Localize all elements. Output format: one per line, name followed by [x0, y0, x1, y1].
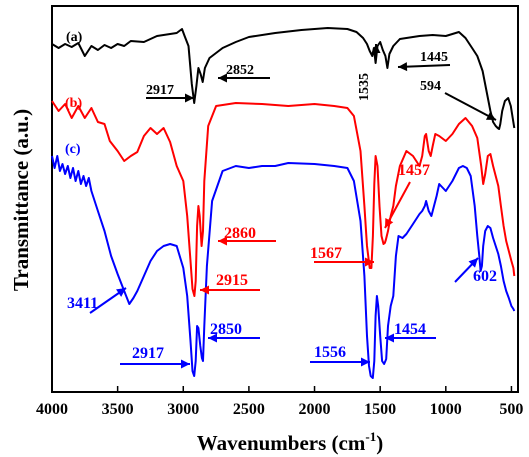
x-tick-label: 2000	[299, 401, 331, 418]
peak-label-a-1535: 1535	[357, 73, 372, 101]
series-line-a	[51, 27, 516, 130]
x-axis-label: Wavenumbers (cm-1)	[197, 429, 383, 455]
annotation-arrow-head	[485, 111, 496, 120]
annotation-arrows	[89, 44, 497, 369]
y-axis-label: Transmittance (a.u.)	[9, 109, 33, 291]
annotation-arrow-head	[218, 236, 227, 246]
peak-label-a-2852: 2852	[226, 63, 254, 78]
series-label-c: (c)	[65, 142, 81, 157]
x-tick-label: 1500	[364, 401, 396, 418]
series-label-a: (a)	[66, 30, 83, 45]
peak-label-c-1556: 1556	[314, 344, 346, 361]
peak-label-b-2915: 2915	[216, 272, 248, 289]
series-line-b	[51, 100, 516, 297]
peak-label-b-2860: 2860	[224, 225, 256, 242]
plot-frame	[51, 5, 519, 393]
peak-label-a-2917: 2917	[146, 83, 174, 98]
peak-label-a-594: 594	[420, 79, 441, 94]
peak-label-c-1454: 1454	[394, 321, 426, 338]
x-axis-ticks: 4000 3500 3000 2500 2000 1500 1000 500	[36, 386, 523, 418]
annotation-arrow-head	[365, 257, 374, 267]
x-tick-label: 2500	[233, 401, 265, 418]
annotation-arrow-head	[468, 258, 478, 268]
x-tick-label: 1000	[430, 401, 462, 418]
annotation-arrow-head	[218, 73, 227, 83]
peak-label-c-2917: 2917	[132, 345, 164, 362]
peak-label-b-1567: 1567	[310, 245, 342, 262]
peak-label-c-2850: 2850	[210, 321, 242, 338]
peak-label-b-1457: 1457	[398, 162, 430, 179]
x-tick-label: 3000	[167, 401, 199, 418]
series-line-c	[51, 155, 516, 379]
x-tick-label: 3500	[102, 401, 134, 418]
annotation-arrow-head	[181, 359, 190, 369]
annotation-arrow-head	[208, 333, 217, 343]
annotation-arrow-head	[385, 217, 394, 228]
annotation-arrow-head	[361, 357, 370, 367]
annotation-arrow-head	[385, 333, 394, 343]
annotation-arrow-head	[398, 62, 408, 72]
peak-label-c-602: 602	[473, 268, 497, 285]
x-tick-label: 500	[499, 401, 523, 418]
annotation-arrow-head	[116, 288, 126, 297]
peak-label-c-3411: 3411	[67, 295, 98, 312]
annotation-arrow-head	[200, 285, 209, 295]
annotation-arrow-head	[185, 93, 194, 103]
series-layer	[51, 27, 516, 379]
series-label-b: (b)	[65, 96, 82, 111]
annotation-arrow-line	[444, 92, 497, 121]
annotation-arrow-head	[371, 44, 381, 53]
peak-label-a-1445: 1445	[420, 50, 448, 65]
x-tick-label: 4000	[36, 401, 68, 418]
